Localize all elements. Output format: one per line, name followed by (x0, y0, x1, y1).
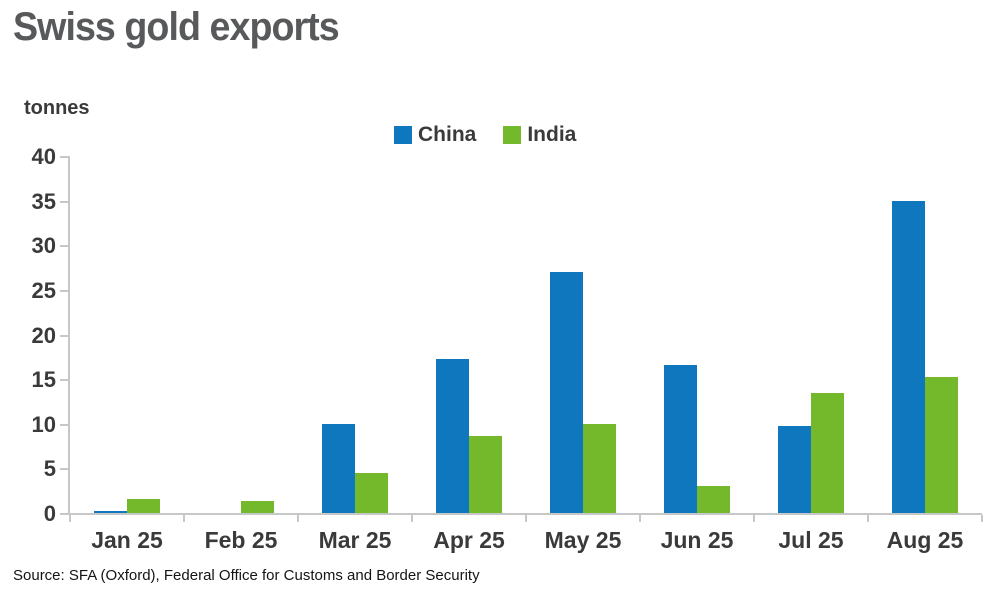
x-axis-line (68, 513, 982, 515)
bar-china-may-25 (550, 272, 583, 513)
bar-india-jan-25 (127, 499, 160, 513)
y-axis-tick-label: 40 (31, 144, 56, 169)
legend-item-china: China (394, 123, 476, 147)
bar-china-aug-25 (892, 201, 925, 513)
bar-china-jun-25 (664, 365, 697, 513)
x-axis-tick (297, 515, 299, 522)
x-axis-label: Aug 25 (886, 527, 964, 553)
source-attribution: Source: SFA (Oxford), Federal Office for… (13, 567, 480, 584)
x-axis-tick (525, 515, 527, 522)
x-axis-tick (753, 515, 755, 522)
bar-china-jul-25 (778, 426, 811, 513)
x-axis-tick (69, 515, 71, 522)
y-axis-tick-label: 30 (31, 233, 56, 259)
legend-item-india: India (503, 123, 576, 147)
y-axis-tick (60, 245, 68, 248)
bar-india-jun-25 (697, 486, 730, 513)
x-axis-label: Apr 25 (433, 527, 505, 553)
bar-china-mar-25 (322, 424, 355, 513)
page-title: Swiss gold exports (13, 5, 340, 49)
india-swatch-icon (503, 126, 522, 144)
bar-china-apr-25 (436, 359, 469, 513)
x-axis-label: Mar 25 (318, 527, 392, 553)
china-swatch-icon (394, 126, 412, 144)
legend: China India (394, 123, 576, 147)
y-axis-tick-label: 5 (43, 456, 56, 482)
bar-india-feb-25 (241, 501, 274, 513)
y-axis-tick (60, 156, 68, 158)
y-axis-unit-label: tonnes (24, 97, 90, 119)
x-axis-label: Jun 25 (660, 527, 734, 553)
y-axis-tick (60, 289, 68, 292)
x-axis-tick (867, 515, 869, 522)
bar-india-may-25 (583, 424, 616, 513)
y-axis-tick-label: 15 (31, 367, 56, 393)
y-axis-line (68, 156, 70, 515)
x-axis-label: May 25 (544, 527, 622, 553)
y-axis-tick-label: 20 (31, 322, 56, 348)
x-axis-tick (411, 515, 413, 522)
y-axis-tick-label: 35 (31, 188, 56, 214)
bar-india-apr-25 (469, 436, 502, 513)
bar-india-jul-25 (811, 393, 844, 513)
x-axis-label: Jul 25 (778, 527, 844, 553)
legend-label-china: China (418, 123, 477, 146)
bar-india-aug-25 (925, 377, 958, 513)
bar-india-mar-25 (355, 473, 388, 513)
x-axis-label: Feb 25 (204, 527, 278, 553)
legend-label-india: India (527, 123, 577, 146)
x-axis-tick (981, 515, 983, 522)
y-axis-tick (60, 379, 68, 382)
y-axis-tick (60, 200, 68, 203)
y-axis-tick-label: 10 (31, 411, 56, 437)
y-axis-tick (60, 334, 68, 337)
y-axis-tick (60, 513, 68, 515)
y-axis-tick (60, 423, 68, 426)
x-axis-tick (183, 515, 185, 522)
y-axis-tick (60, 468, 68, 471)
x-axis-label: Jan 25 (91, 527, 163, 553)
y-axis-tick-label: 0 (43, 501, 56, 526)
x-axis-tick (639, 515, 641, 522)
bar-china-jan-25 (94, 511, 127, 513)
y-axis-tick-label: 25 (31, 277, 56, 303)
